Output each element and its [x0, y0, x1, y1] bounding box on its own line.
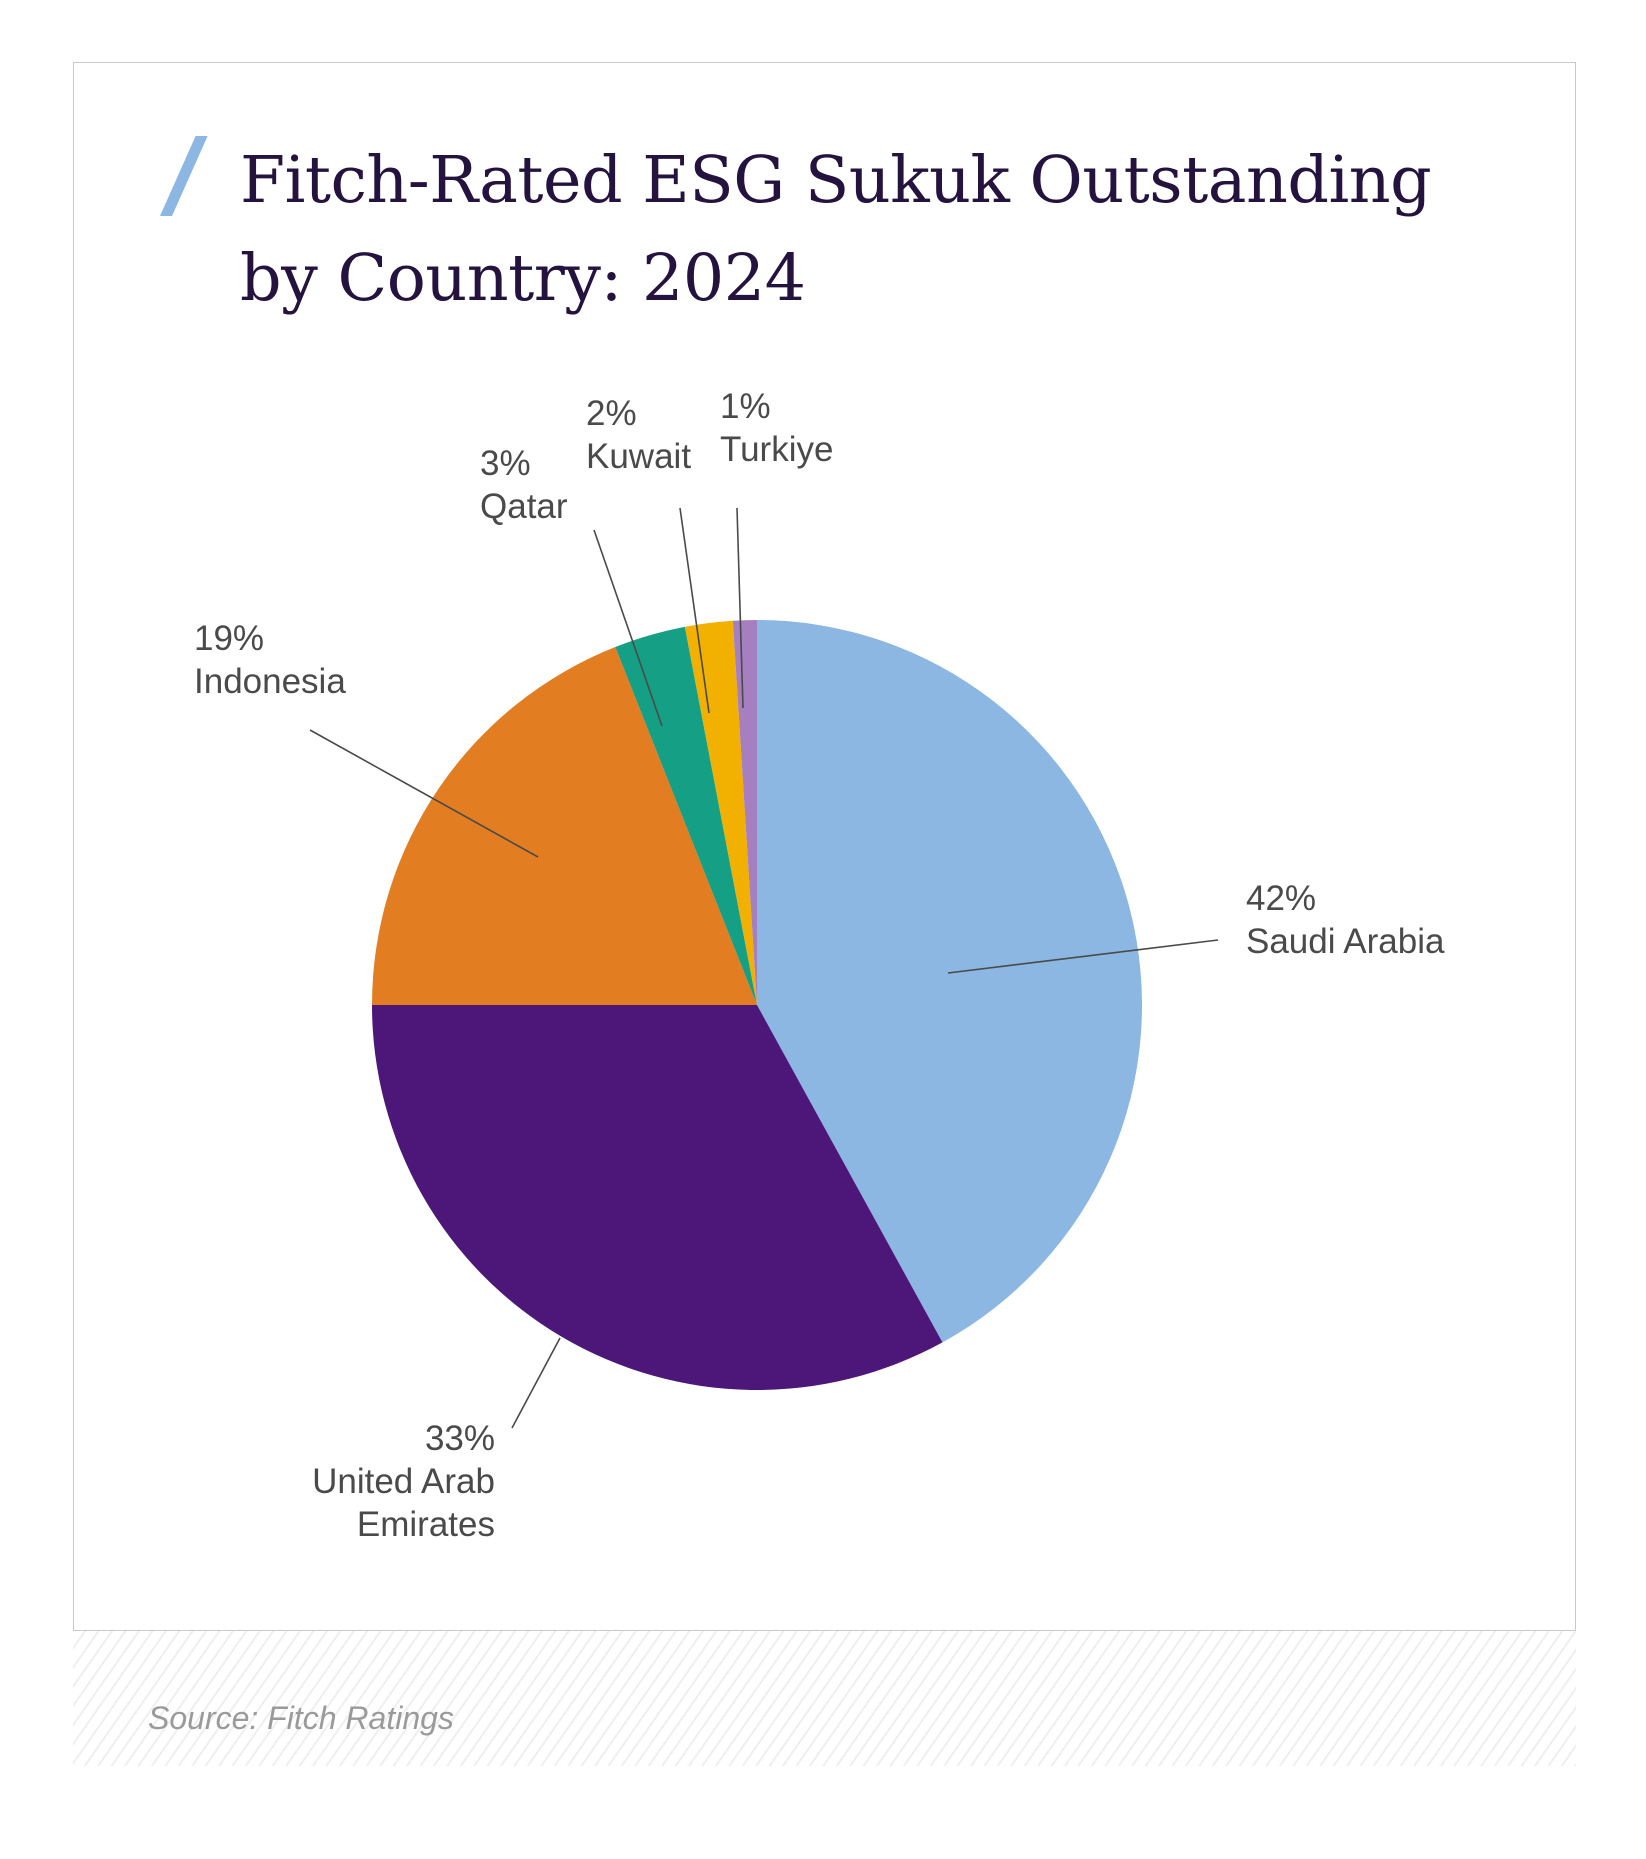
slice-label-indonesia: 19% Indonesia	[194, 619, 346, 701]
pie-slice-kuwait	[684, 620, 757, 1005]
slice-value-label: 19%	[194, 619, 264, 658]
slice-label-saudi-arabia: 42% Saudi Arabia	[1246, 879, 1445, 961]
pie-slice-united-arab-emirates	[372, 1005, 943, 1391]
slice-value-label: 42%	[1246, 879, 1316, 918]
pie-slice-qatar	[615, 626, 757, 1005]
pie-chart: 42% Saudi Arabia 33% United Arab Emirates 19%…	[194, 387, 1445, 1544]
slice-category-label: Turkiye	[720, 430, 833, 469]
leader-line-saudi-arabia	[947, 939, 1219, 974]
chart-title: Fitch-Rated ESG Sukuk Outstanding by Cou…	[240, 132, 1490, 328]
slice-value-label: 2%	[586, 394, 637, 433]
title-line-2: by Country: 2024	[240, 241, 806, 316]
slice-label-united-arab-emirates: 33% United Arab Emirates	[312, 1419, 495, 1544]
slice-label-turkiye: 1% Turkiye	[720, 387, 833, 469]
source-note: Source: Fitch Ratings	[148, 1700, 454, 1736]
slice-value-label: 3%	[480, 444, 531, 483]
leader-line-united-arab-emirates	[511, 1337, 561, 1429]
slice-value-label: 33%	[425, 1419, 495, 1458]
slice-value-label: 1%	[720, 387, 771, 426]
slice-category-label: United Arab	[312, 1462, 495, 1501]
leader-line-indonesia	[309, 729, 539, 858]
slice-category-label: Emirates	[357, 1505, 495, 1544]
slice-category-label: Indonesia	[194, 662, 346, 701]
slice-label-qatar: 3% Qatar	[480, 444, 568, 526]
leader-line-qatar	[593, 529, 663, 727]
pie-slice-saudi-arabia	[757, 620, 1142, 1343]
title-line-1: Fitch-Rated ESG Sukuk Outstanding	[240, 143, 1432, 218]
pie-slice-turkiye	[732, 620, 757, 1005]
slice-category-label: Qatar	[480, 487, 568, 526]
slice-label-kuwait: 2% Kuwait	[586, 394, 691, 476]
slice-category-label: Kuwait	[586, 437, 691, 476]
slice-category-label: Saudi Arabia	[1246, 922, 1445, 961]
leader-line-turkiye	[736, 507, 744, 709]
leader-line-kuwait	[679, 507, 710, 714]
pie-slice-indonesia	[372, 647, 757, 1005]
footer-band	[73, 1630, 1576, 1766]
